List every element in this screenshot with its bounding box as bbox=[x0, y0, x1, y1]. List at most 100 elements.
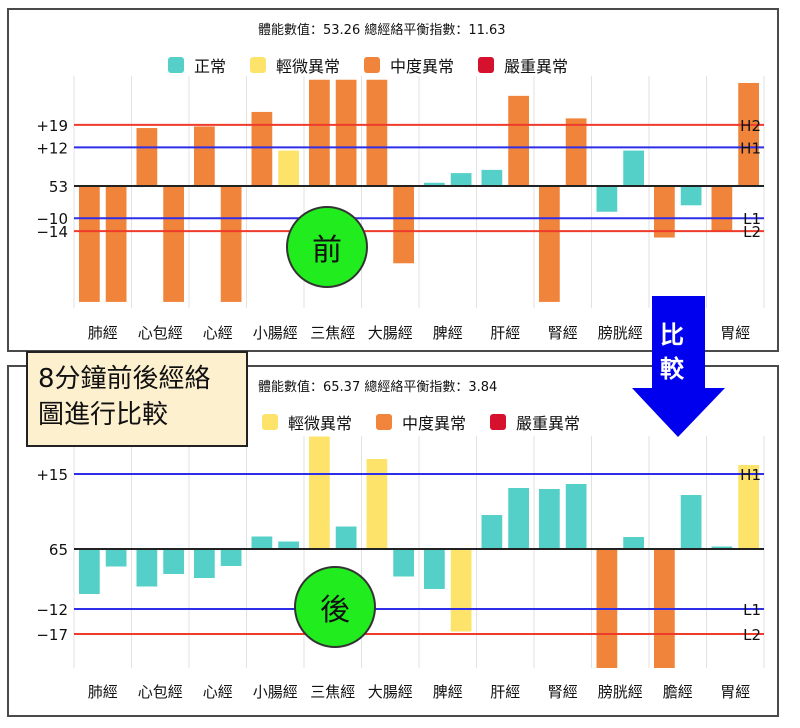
legend-label: 輕微異常 bbox=[276, 57, 341, 76]
x-axis-label: 胃經 bbox=[720, 324, 750, 342]
bar[interactable] bbox=[623, 537, 644, 549]
before-legend-item[interactable]: 嚴重異常 bbox=[478, 53, 568, 77]
x-axis-label: 膀胱經 bbox=[598, 324, 643, 342]
legend-label: 中度異常 bbox=[390, 57, 455, 76]
bar[interactable] bbox=[163, 549, 184, 574]
before-info-text: 體能數值：53.26 總經絡平衡指數：11.63 bbox=[258, 23, 506, 38]
comparison-note: 8分鐘前後經絡 圖進行比較 bbox=[26, 351, 248, 447]
bar[interactable] bbox=[220, 549, 242, 566]
x-axis-label: 膽經 bbox=[663, 683, 693, 701]
legend-swatch-icon bbox=[168, 57, 184, 73]
legend-swatch-icon bbox=[364, 57, 381, 73]
bar[interactable] bbox=[105, 186, 127, 302]
bar[interactable] bbox=[450, 173, 472, 186]
x-axis-label: 三焦經 bbox=[310, 324, 355, 342]
bar[interactable] bbox=[366, 459, 388, 549]
before-badge: 前 bbox=[286, 206, 368, 288]
legend-swatch-icon bbox=[490, 414, 507, 430]
bar[interactable] bbox=[450, 549, 472, 632]
x-axis-label: 腎經 bbox=[548, 683, 578, 701]
bar[interactable] bbox=[711, 546, 733, 550]
bar[interactable] bbox=[220, 186, 242, 302]
bar[interactable] bbox=[136, 128, 158, 186]
reference-line-label: L2 bbox=[743, 223, 761, 241]
after-legend-item[interactable]: 嚴重異常 bbox=[490, 410, 580, 434]
bar[interactable] bbox=[105, 549, 127, 567]
y-tick-label: −10 bbox=[36, 210, 68, 228]
x-axis-label: 三焦經 bbox=[310, 683, 355, 701]
bar[interactable] bbox=[596, 186, 618, 212]
legend-swatch-icon bbox=[262, 414, 278, 430]
bar[interactable] bbox=[738, 465, 759, 549]
bar[interactable] bbox=[565, 484, 587, 549]
bar[interactable] bbox=[623, 150, 644, 186]
before-legend-item[interactable]: 中度異常 bbox=[364, 53, 454, 77]
bar[interactable] bbox=[565, 118, 587, 186]
y-tick-label: −14 bbox=[36, 223, 68, 241]
reference-line-label: H1 bbox=[740, 466, 761, 484]
y-tick-label: −12 bbox=[36, 601, 68, 619]
bar[interactable] bbox=[424, 549, 445, 589]
bar[interactable] bbox=[424, 182, 445, 186]
bar[interactable] bbox=[278, 150, 299, 186]
x-axis-label: 心包經 bbox=[138, 683, 183, 701]
bar[interactable] bbox=[393, 549, 414, 577]
legend-swatch-icon bbox=[376, 414, 393, 430]
bar[interactable] bbox=[508, 488, 529, 549]
bar[interactable] bbox=[309, 436, 330, 550]
bar[interactable] bbox=[278, 541, 299, 550]
bar[interactable] bbox=[366, 79, 388, 186]
legend-label: 嚴重異常 bbox=[516, 414, 581, 433]
legend-swatch-icon bbox=[478, 57, 495, 73]
y-tick-label: −17 bbox=[36, 626, 68, 644]
bar[interactable] bbox=[680, 495, 702, 549]
legend-label: 正常 bbox=[194, 57, 227, 76]
reference-line-label: H1 bbox=[740, 139, 761, 157]
bar[interactable] bbox=[539, 186, 560, 302]
note-line-2: 圖進行比較 bbox=[38, 400, 169, 430]
x-axis-label: 脾經 bbox=[433, 683, 463, 701]
bar[interactable] bbox=[194, 549, 215, 578]
bar[interactable] bbox=[136, 549, 158, 587]
x-axis-label: 胃經 bbox=[720, 683, 750, 701]
after-legend: 輕微異常 中度異常 嚴重異常 bbox=[262, 410, 580, 434]
x-axis-label: 肝經 bbox=[490, 324, 520, 342]
bar[interactable] bbox=[251, 111, 273, 186]
x-axis-label: 肺經 bbox=[88, 324, 118, 342]
x-axis-label: 大腸經 bbox=[368, 683, 413, 701]
bar[interactable] bbox=[539, 489, 560, 549]
after-legend-item[interactable]: 輕微異常 bbox=[262, 410, 352, 434]
x-axis-label: 心經 bbox=[203, 683, 233, 701]
x-axis-label: 心經 bbox=[203, 324, 233, 342]
bar[interactable] bbox=[79, 549, 100, 594]
compare-arrow-label: 比 較 bbox=[660, 321, 684, 383]
before-legend-item[interactable]: 輕微異常 bbox=[250, 53, 340, 77]
bar[interactable] bbox=[508, 95, 529, 186]
bar[interactable] bbox=[680, 186, 702, 206]
bar[interactable] bbox=[393, 186, 414, 264]
bar[interactable] bbox=[738, 82, 759, 186]
bar[interactable] bbox=[335, 526, 357, 550]
bar[interactable] bbox=[251, 536, 273, 550]
bar[interactable] bbox=[194, 126, 215, 186]
bar[interactable] bbox=[309, 79, 330, 186]
bar[interactable] bbox=[481, 515, 503, 549]
bar[interactable] bbox=[654, 186, 675, 238]
after-info-text: 體能數值：65.37 總經絡平衡指數：3.84 bbox=[258, 380, 498, 395]
bar[interactable] bbox=[79, 186, 100, 302]
x-axis-label: 小腸經 bbox=[253, 683, 298, 701]
note-line-1: 8分鐘前後經絡 bbox=[38, 364, 211, 394]
bar[interactable] bbox=[335, 79, 357, 186]
legend-swatch-icon bbox=[250, 57, 267, 73]
y-tick-label: +15 bbox=[36, 466, 68, 484]
bar[interactable] bbox=[711, 186, 733, 232]
bar[interactable] bbox=[163, 186, 184, 302]
before-legend-item[interactable]: 正常 bbox=[168, 53, 226, 77]
after-legend-item[interactable]: 中度異常 bbox=[376, 410, 466, 434]
y-tick-label: +19 bbox=[36, 117, 68, 135]
reference-line-label: H2 bbox=[740, 117, 761, 135]
y-tick-label: 53 bbox=[49, 178, 68, 196]
bar[interactable] bbox=[481, 169, 503, 186]
